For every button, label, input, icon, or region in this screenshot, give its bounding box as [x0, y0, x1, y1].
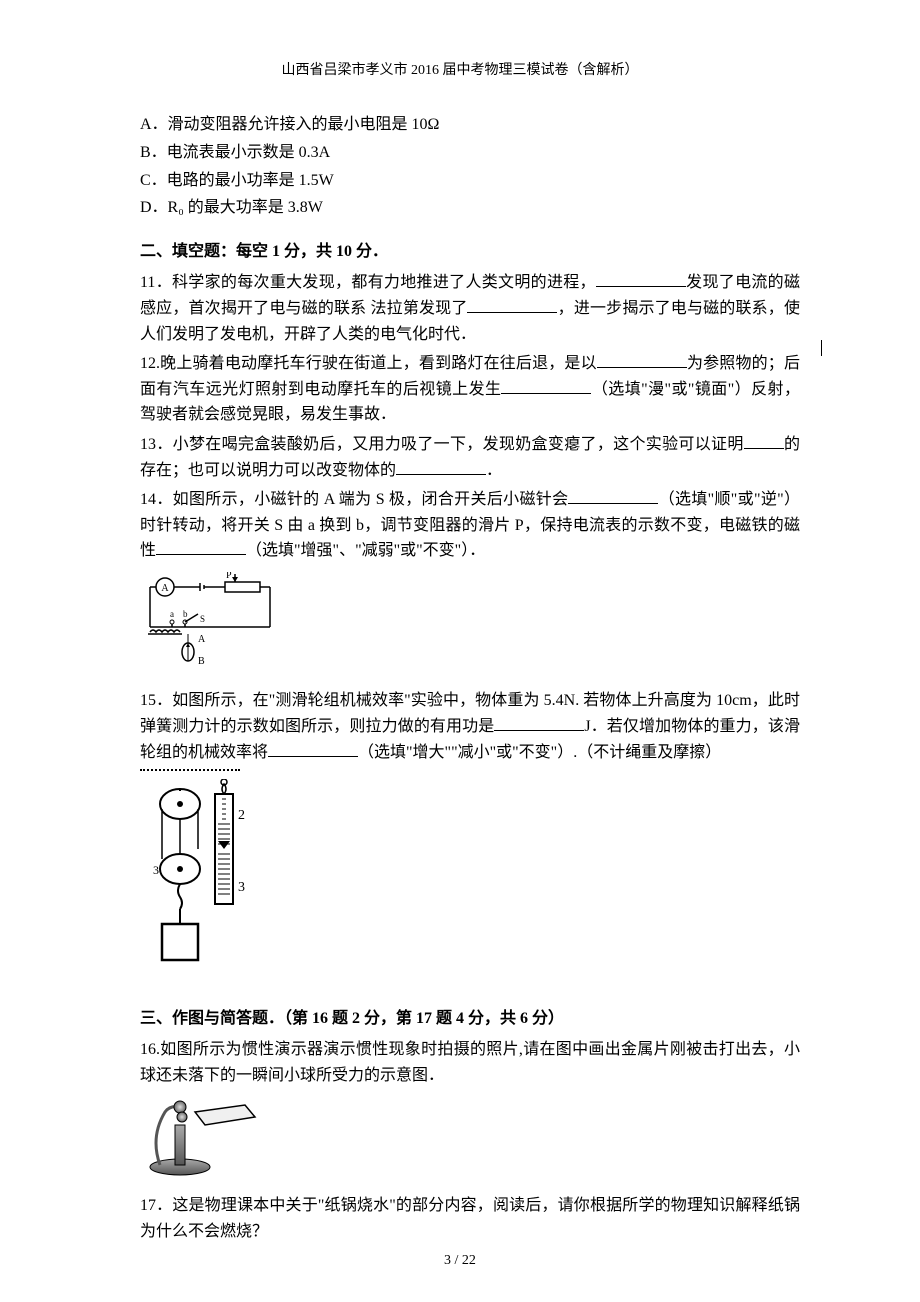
- q12-blank-1: [597, 352, 687, 368]
- svg-text:A: A: [198, 634, 206, 645]
- q15-text-3: （选填"增大""减小"或"不变"）.（不计绳重及摩擦）: [358, 744, 721, 761]
- svg-text:P: P: [226, 572, 232, 581]
- question-11: 11．科学家的每次重大发现，都有力地推进了人类文明的进程，发现了电流的磁感应，首…: [100, 270, 820, 347]
- right-margin-mark: [821, 340, 822, 356]
- q11-text-1: 11．科学家的每次重大发现，都有力地推进了人类文明的进程，: [140, 274, 596, 291]
- q13-blank-2: [396, 459, 486, 475]
- q10-option-a: A．滑动变阻器允许接入的最小电阻是 10Ω: [100, 112, 820, 138]
- circuit-diagram-svg: A P a b S A B: [140, 572, 280, 672]
- question-14: 14．如图所示，小磁针的 A 端为 S 极，闭合开关后小磁针会（选填"顺"或"逆…: [100, 487, 820, 564]
- section-3-title: 三、作图与简答题．（第 16 题 2 分，第 17 题 4 分，共 6 分）: [100, 1006, 820, 1032]
- q12-text-1: 12.晚上骑着电动摩托车行驶在街道上，看到路灯在往后退，是以: [140, 355, 597, 372]
- section-2-title: 二、填空题：每空 1 分，共 10 分．: [100, 239, 820, 265]
- q14-text-1: 14．如图所示，小磁针的 A 端为 S 极，闭合开关后小磁针会: [140, 491, 568, 508]
- page-footer: 3 / 22: [0, 1250, 920, 1272]
- svg-text:2: 2: [238, 808, 245, 823]
- question-12: 12.晚上骑着电动摩托车行驶在街道上，看到路灯在往后退，是以为参照物的；后面有汽…: [100, 351, 820, 428]
- question-16: 16.如图所示为惯性演示器演示惯性现象时拍摄的照片,请在图中画出金属片刚被击打出…: [100, 1037, 820, 1088]
- q15-blank-2: [268, 741, 358, 757]
- figure-q14-circuit: A P a b S A B: [140, 572, 820, 681]
- svg-text:B: B: [198, 656, 205, 667]
- q10-option-c: C．电路的最小功率是 1.5W: [100, 168, 820, 194]
- svg-text:3: 3: [238, 880, 245, 895]
- svg-text:3: 3: [153, 863, 159, 877]
- q14-text-3: （选填"增强"、"减弱"或"不变"）．: [246, 542, 485, 559]
- dotted-divider: [140, 769, 240, 771]
- svg-text:a: a: [170, 609, 174, 619]
- question-13: 13．小梦在喝完盒装酸奶后，又用力吸了一下，发现奶盒变瘪了，这个实验可以证明的存…: [100, 432, 820, 483]
- svg-text:A: A: [161, 583, 169, 594]
- q15-blank-1: [494, 715, 584, 731]
- q13-blank-1: [744, 433, 784, 449]
- q14-blank-1: [568, 488, 658, 504]
- q12-blank-2: [501, 378, 591, 394]
- figure-q16-inertia: [140, 1097, 820, 1186]
- pulley-diagram-svg: 3 2 3: [140, 779, 270, 979]
- q10-option-d: D．R₀ 的最大功率是 3.8W: [100, 195, 820, 221]
- page-header-title: 山西省吕梁市孝义市 2016 届中考物理三模试卷（含解析）: [100, 60, 820, 82]
- question-15: 15．如图所示，在"测滑轮组机械效率"实验中，物体重为 5.4N. 若物体上升高…: [100, 688, 820, 765]
- question-17: 17．这是物理课本中关于"纸锅烧水"的部分内容，阅读后，请你根据所学的物理知识解…: [100, 1193, 820, 1244]
- q14-blank-2: [156, 539, 246, 555]
- q13-text-3: ．: [486, 462, 502, 479]
- q11-blank-2: [467, 297, 557, 313]
- svg-text:b: b: [183, 609, 188, 619]
- q11-blank-1: [596, 271, 686, 287]
- inertia-demo-svg: [140, 1097, 270, 1177]
- q10-option-b: B．电流表最小示数是 0.3A: [100, 140, 820, 166]
- q13-text-1: 13．小梦在喝完盒装酸奶后，又用力吸了一下，发现奶盒变瘪了，这个实验可以证明: [140, 436, 744, 453]
- figure-q15-pulley: 3 2 3: [140, 779, 820, 988]
- svg-text:S: S: [200, 614, 205, 624]
